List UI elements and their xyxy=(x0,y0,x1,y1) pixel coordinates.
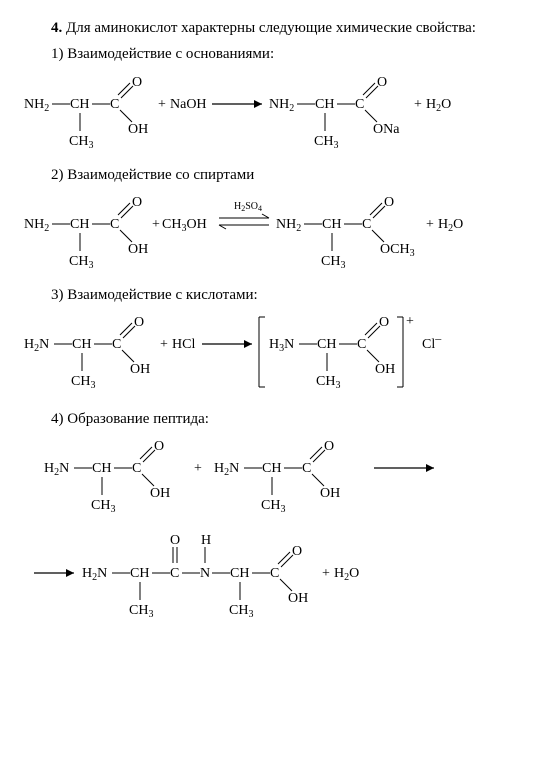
ona-label: ONa xyxy=(373,122,400,137)
o-label: O xyxy=(154,439,164,454)
equation-2: NH2 CH C O OH CH3 + CH3OH H2SO4 NH2 CH C… xyxy=(24,193,509,271)
oh-label: OH xyxy=(150,486,170,501)
plus-sign: + xyxy=(152,217,160,232)
cl-anion: Cl– xyxy=(422,331,442,352)
ch-label: CH xyxy=(230,566,249,581)
oh-label: OH xyxy=(128,242,148,257)
item-3: 3) Взаимодействие с кислотами: xyxy=(24,285,509,305)
equation-4b: H2N CH CH3 C O N H CH CH3 C O OH + H2O xyxy=(24,529,509,619)
item-1: 1) Взаимодействие с основаниями: xyxy=(24,44,509,64)
ch-label: CH xyxy=(322,217,341,232)
plus-sign: + xyxy=(194,461,202,476)
h2so4-label: H2SO4 xyxy=(234,201,262,213)
och3-label: OCH3 xyxy=(380,242,415,259)
o-label: O xyxy=(379,315,389,330)
plus-sign: + xyxy=(160,337,168,352)
o-label: O xyxy=(132,75,142,90)
ch3-label: CH3 xyxy=(314,134,338,151)
c-label: C xyxy=(302,461,311,476)
naoh-label: NaOH xyxy=(170,97,207,112)
c-label: C xyxy=(110,97,119,112)
ch3-label: CH3 xyxy=(69,254,93,271)
equation-3: H2N CH C O OH CH3 + HCl H3N CH C O OH CH… xyxy=(24,313,509,395)
h2n-label: H2N xyxy=(44,461,69,478)
item-2: 2) Взаимодействие со спиртами xyxy=(24,165,509,185)
ch-label: CH xyxy=(92,461,111,476)
ch3-label: CH3 xyxy=(91,498,115,515)
ch3-label: CH3 xyxy=(261,498,285,515)
nh2-label: NH2 xyxy=(276,217,301,234)
ch3-label: CH3 xyxy=(321,254,345,271)
h2n-label: H2N xyxy=(24,337,49,354)
ch-label: CH xyxy=(317,337,336,352)
ch3-label: CH3 xyxy=(69,134,93,151)
plus-sign: + xyxy=(414,97,422,112)
nh2-label: NH2 xyxy=(24,217,49,234)
nh2-label: NH2 xyxy=(24,97,49,114)
oh-label: OH xyxy=(375,362,395,377)
ch-label: CH xyxy=(262,461,281,476)
h2n-label: H2N xyxy=(214,461,239,478)
o-label: O xyxy=(324,439,334,454)
hcl-label: HCl xyxy=(172,337,195,352)
o-label: O xyxy=(132,195,142,210)
h2n-label: H2N xyxy=(82,566,107,583)
c-label: C xyxy=(110,217,119,232)
h2o-label: H2O xyxy=(426,97,451,114)
ch-label: CH xyxy=(130,566,149,581)
o-label: O xyxy=(292,544,302,559)
oh-label: OH xyxy=(128,122,148,137)
item-4: 4) Образование пептида: xyxy=(24,409,509,429)
h3n-label: H3N xyxy=(269,337,294,354)
o-label: O xyxy=(134,315,144,330)
h2o-label: H2O xyxy=(438,217,463,234)
c-label: C xyxy=(270,566,279,581)
nh2-label: NH2 xyxy=(269,97,294,114)
oh-label: OH xyxy=(288,591,308,606)
o-label: O xyxy=(384,195,394,210)
intro-paragraph: 4. Для аминокислот характерны следующие … xyxy=(24,18,509,38)
c-label: C xyxy=(355,97,364,112)
oh-label: OH xyxy=(320,486,340,501)
ch3-label: CH3 xyxy=(71,374,95,391)
ch3-label: CH3 xyxy=(129,603,153,619)
equation-4a: H2N CH C O OH CH3 + H2N CH C O OH CH3 xyxy=(24,437,509,515)
intro-text: Для аминокислот характерны следующие хим… xyxy=(62,20,476,36)
ch-label: CH xyxy=(315,97,334,112)
plus-charge: + xyxy=(406,314,414,329)
h-label: H xyxy=(201,533,211,548)
c-label: C xyxy=(357,337,366,352)
plus-sign: + xyxy=(322,566,330,581)
ch3-label: CH3 xyxy=(229,603,253,619)
c-label: C xyxy=(132,461,141,476)
c-label: C xyxy=(362,217,371,232)
c-label: C xyxy=(170,566,179,581)
plus-sign: + xyxy=(426,217,434,232)
ch-label: CH xyxy=(70,97,89,112)
ch-label: CH xyxy=(70,217,89,232)
ch3oh-label: CH3OH xyxy=(162,217,207,234)
o-label: O xyxy=(377,75,387,90)
plus-sign: + xyxy=(158,97,166,112)
intro-number: 4. xyxy=(51,20,62,36)
oh-label: OH xyxy=(130,362,150,377)
ch-label: CH xyxy=(72,337,91,352)
ch3-label: CH3 xyxy=(316,374,340,391)
o-label: O xyxy=(170,533,180,548)
n-label: N xyxy=(200,566,210,581)
h2o-label: H2O xyxy=(334,566,359,583)
equation-1: NH2 CH C O OH CH3 + NaOH NH2 CH C O ONa … xyxy=(24,73,509,151)
c-label: C xyxy=(112,337,121,352)
